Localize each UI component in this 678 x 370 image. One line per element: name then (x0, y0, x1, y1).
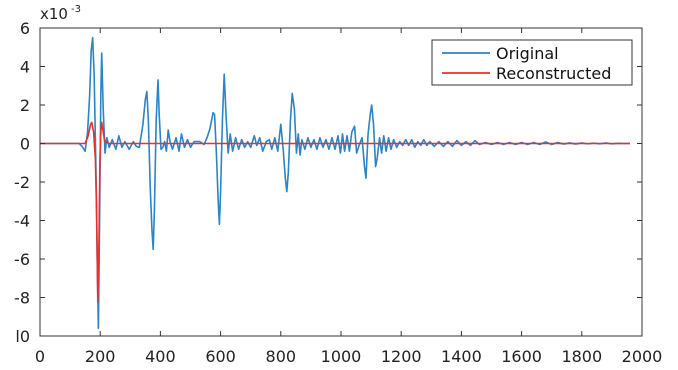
y-tick-label: -2 (14, 173, 30, 192)
x-tick-label: 1800 (561, 347, 602, 366)
y-tick-label: -4 (14, 212, 30, 231)
y-tick-label: 6 (20, 19, 30, 38)
x-tick-label: 2000 (622, 347, 663, 366)
x-tick-label: 1200 (381, 347, 422, 366)
y-scale-exponent: -3 (71, 4, 81, 15)
legend-label-original: Original (496, 44, 559, 63)
series-line-reconstructed (40, 121, 630, 303)
y-tick-label: 4 (20, 58, 30, 77)
x-tick-label: 800 (266, 347, 297, 366)
y-tick-label: l0 (15, 327, 30, 346)
x-tick-label: 1600 (501, 347, 542, 366)
x-tick-label: 0 (35, 347, 45, 366)
y-scale-label: x10 -3 (40, 4, 81, 23)
series-line-original (40, 36, 630, 330)
x-tick-label: 1400 (441, 347, 482, 366)
y-scale-base: x10 (40, 5, 68, 23)
x-tick-label: 1000 (321, 347, 362, 366)
y-tick-label: 0 (20, 135, 30, 154)
legend-box (431, 39, 633, 86)
x-tick-label: 200 (85, 347, 116, 366)
y-tick-label: 2 (20, 96, 30, 115)
y-axis: 6 4 2 0 -2 -4 -6 -8 l0 (14, 19, 642, 346)
x-tick-label: 400 (145, 347, 176, 366)
legend-label-reconstructed: Reconstructed (496, 64, 611, 83)
y-tick-label: -8 (14, 289, 30, 308)
y-tick-label: -6 (14, 250, 30, 269)
x-axis: 0 200 400 600 800 1000 1200 1400 1600 1800 2000 (35, 28, 662, 366)
x-tick-label: 600 (205, 347, 236, 366)
